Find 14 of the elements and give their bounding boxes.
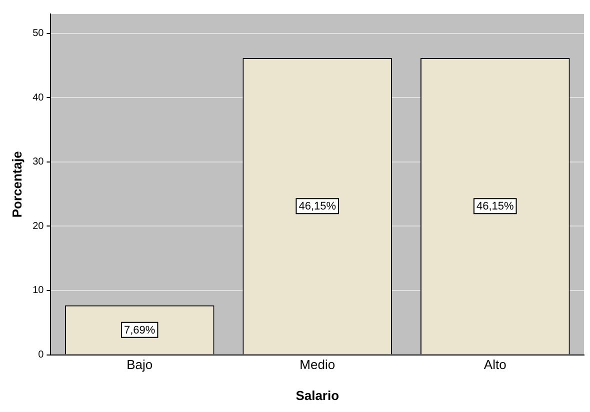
- y-axis-title: Porcentaje: [9, 151, 24, 218]
- y-tick-label: 0: [38, 350, 44, 361]
- y-tick-label: 20: [32, 220, 44, 232]
- x-tick-label: Bajo: [126, 357, 153, 372]
- data-label: 7,69%: [124, 324, 156, 336]
- y-tick-label: 40: [32, 92, 44, 104]
- y-tick-label: 30: [32, 156, 44, 168]
- y-tick-label: 10: [32, 285, 44, 296]
- x-tick-label: Medio: [300, 357, 336, 372]
- data-label: 46,15%: [476, 200, 514, 213]
- data-label: 46,15%: [298, 200, 336, 213]
- x-tick-label: Alto: [484, 357, 506, 372]
- x-axis-title: Salario: [296, 388, 340, 403]
- y-tick-label: 50: [32, 28, 44, 40]
